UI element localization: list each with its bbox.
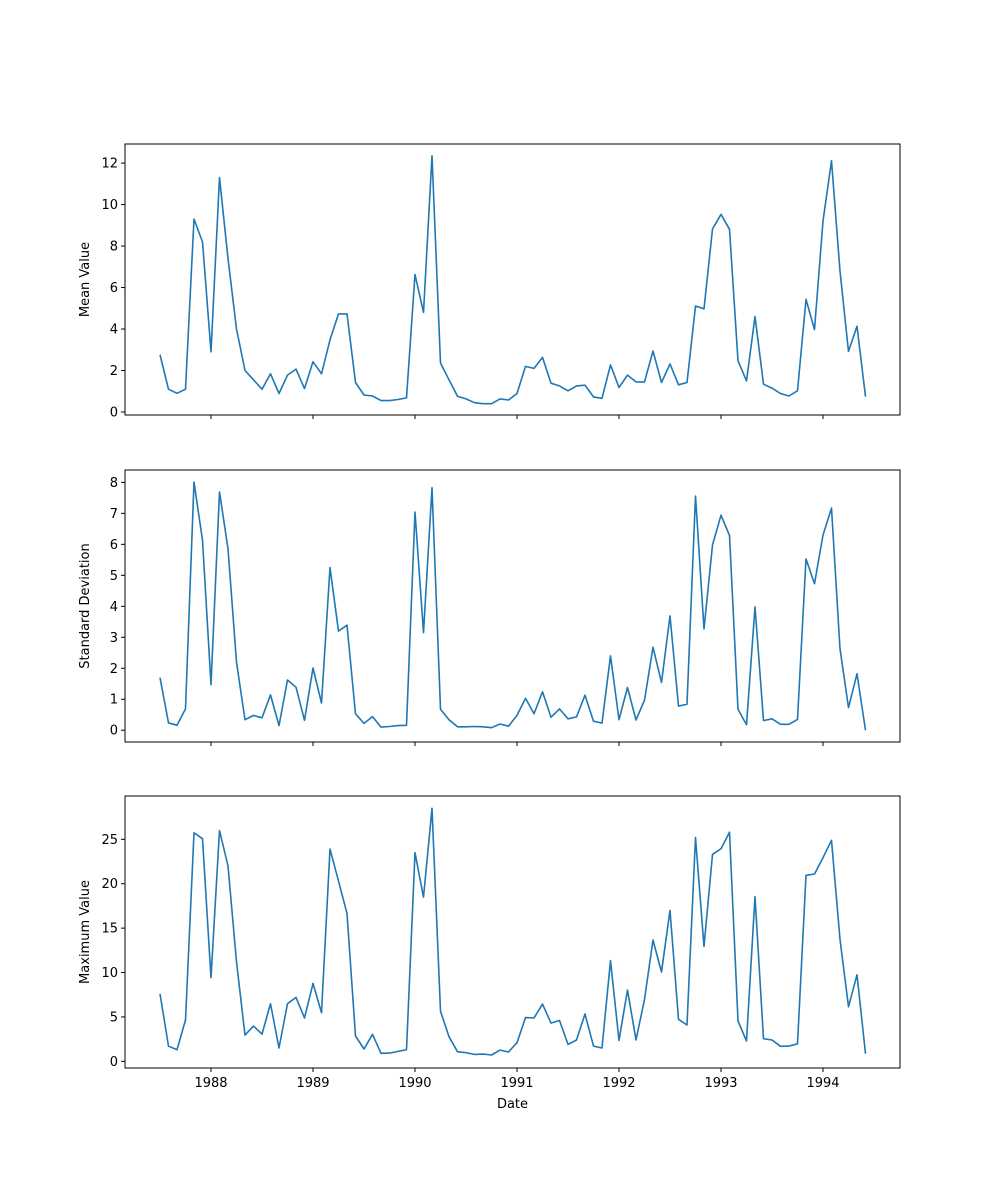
y-tick-label: 15 (101, 922, 118, 937)
series-line-mean-value (159, 155, 867, 405)
y-tick-label: 0 (110, 724, 118, 739)
subplot-mean-value: 0 2 4 6 8 10 12 Mean Value (78, 143, 901, 420)
y-tick-label: 4 (110, 600, 118, 615)
x-axis-label: Date (497, 1097, 528, 1112)
y-tick-label: 10 (101, 198, 118, 213)
y-tick-label: 1 (110, 693, 118, 708)
x-tick-label: 1990 (398, 1076, 431, 1091)
y-tick-label: 7 (110, 507, 118, 522)
y-tick-label: 5 (110, 569, 118, 584)
y-tick-label: 6 (110, 281, 118, 296)
y-tick-label: 10 (101, 966, 118, 981)
y-axis-label: Maximum Value (78, 880, 93, 984)
y-tick-label: 3 (110, 631, 118, 646)
y-tick-label: 25 (101, 833, 118, 848)
axes-frame (124, 143, 901, 416)
x-tick-label: 1993 (704, 1076, 737, 1091)
series-line-maximum-value (159, 807, 867, 1056)
y-tick-label: 2 (110, 364, 118, 379)
y-tick-label: 12 (101, 157, 118, 172)
x-tick-label: 1994 (806, 1076, 839, 1091)
y-axis-label: Mean Value (78, 242, 93, 317)
y-tick-label: 0 (110, 1055, 118, 1070)
y-tick-label: 0 (110, 405, 118, 420)
axes-frame (124, 469, 901, 743)
subplot-standard-deviation: 0 1 2 3 4 5 6 7 8 Standard Deviation (78, 469, 901, 746)
axes-frame (124, 795, 901, 1069)
x-tick-label: 1988 (194, 1076, 227, 1091)
x-tick-label: 1989 (296, 1076, 329, 1091)
y-tick-label: 4 (110, 323, 118, 338)
y-tick-label: 6 (110, 538, 118, 553)
y-tick-label: 8 (110, 476, 118, 491)
subplot-maximum-value: 0 5 10 15 20 25 1988 1989 1990 1991 1992 1993 1994 Ma… (78, 795, 901, 1112)
x-tick-label: 1992 (602, 1076, 635, 1091)
series-line-standard-deviation (159, 481, 867, 731)
y-axis-label: Standard Deviation (78, 543, 93, 668)
y-tick-label: 20 (101, 877, 118, 892)
y-tick-label: 5 (110, 1010, 118, 1025)
y-tick-label: 2 (110, 662, 118, 677)
x-tick-label: 1991 (500, 1076, 533, 1091)
y-tick-label: 8 (110, 240, 118, 255)
